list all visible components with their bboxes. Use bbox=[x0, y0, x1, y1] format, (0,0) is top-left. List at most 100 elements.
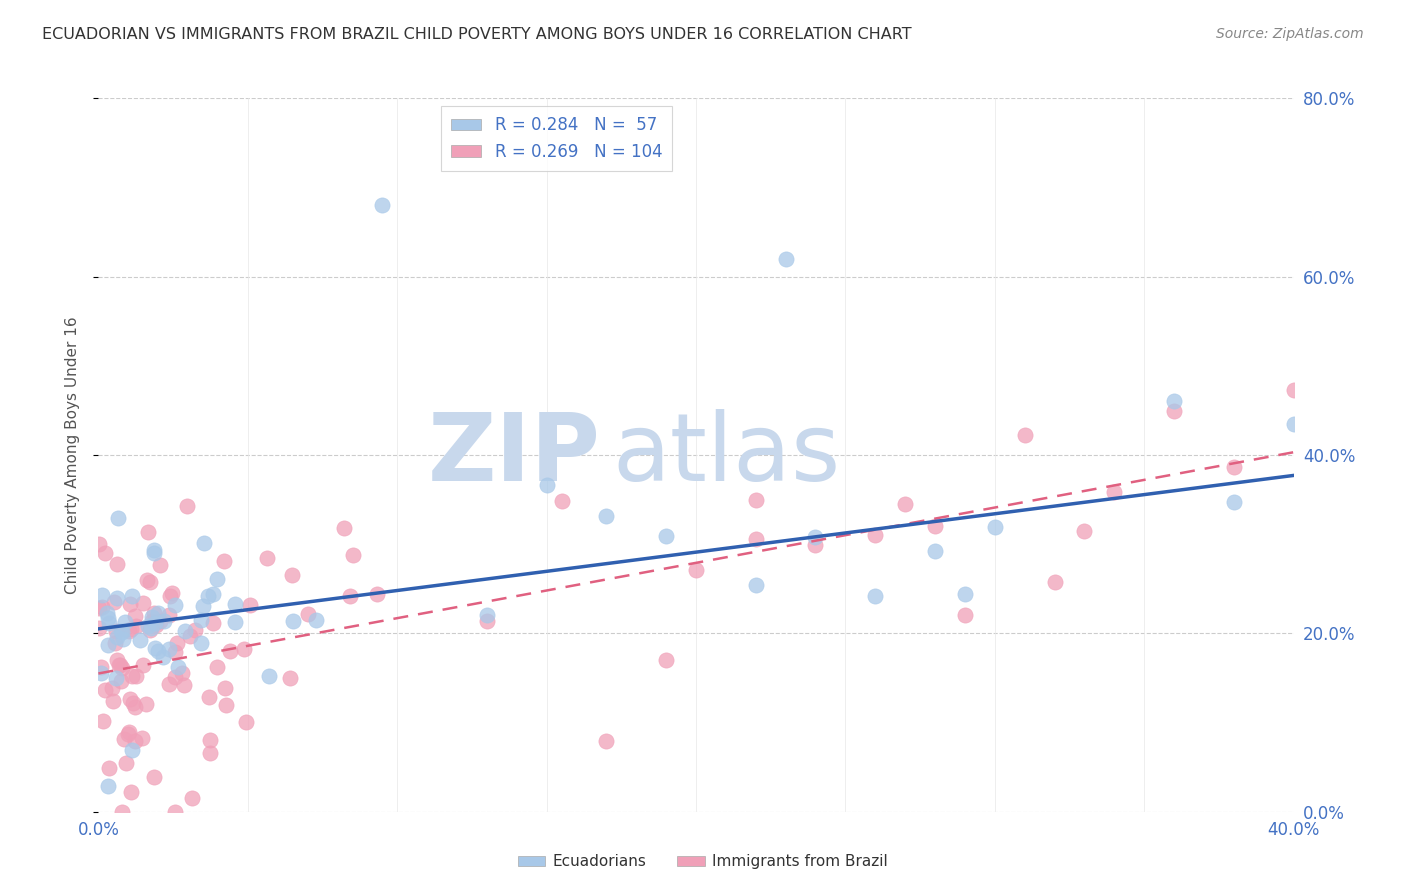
Point bbox=[281, 615, 304, 629]
Point bbox=[93, 682, 115, 697]
Point bbox=[173, 678, 195, 692]
Point bbox=[233, 642, 256, 657]
Point bbox=[146, 644, 169, 658]
Point bbox=[193, 536, 215, 550]
Point bbox=[745, 578, 768, 592]
Point bbox=[1073, 524, 1095, 538]
Point bbox=[259, 669, 281, 683]
Point bbox=[198, 690, 221, 705]
Point bbox=[121, 589, 143, 603]
Point bbox=[163, 599, 186, 613]
Point bbox=[1223, 460, 1246, 475]
Point bbox=[105, 557, 128, 571]
Point bbox=[342, 549, 364, 563]
Point bbox=[114, 756, 136, 771]
Point bbox=[536, 478, 558, 492]
Point bbox=[157, 676, 180, 690]
Point bbox=[117, 727, 139, 741]
Point bbox=[91, 588, 114, 602]
Point bbox=[157, 642, 180, 657]
Point bbox=[595, 508, 617, 523]
Point bbox=[190, 613, 212, 627]
Point bbox=[953, 608, 976, 623]
Point bbox=[90, 660, 112, 674]
Point bbox=[179, 629, 201, 643]
Point bbox=[1014, 428, 1036, 442]
Point bbox=[163, 670, 186, 684]
Point bbox=[105, 653, 128, 667]
Point bbox=[190, 635, 212, 649]
Text: ECUADORIAN VS IMMIGRANTS FROM BRAZIL CHILD POVERTY AMONG BOYS UNDER 16 CORRELATI: ECUADORIAN VS IMMIGRANTS FROM BRAZIL CHI… bbox=[42, 27, 912, 42]
Point bbox=[1104, 484, 1126, 499]
Point bbox=[97, 611, 120, 625]
Point bbox=[143, 770, 166, 784]
Point bbox=[96, 606, 118, 620]
Point bbox=[278, 671, 301, 685]
Point bbox=[108, 657, 131, 672]
Point bbox=[136, 524, 159, 539]
Point bbox=[655, 653, 678, 667]
Point bbox=[145, 617, 167, 632]
Point bbox=[139, 623, 162, 637]
Point bbox=[111, 661, 134, 675]
Point bbox=[153, 614, 176, 628]
Point bbox=[1282, 417, 1305, 432]
Point bbox=[135, 697, 157, 711]
Point bbox=[124, 734, 146, 748]
Point bbox=[105, 671, 128, 685]
Point bbox=[339, 589, 361, 603]
Point bbox=[235, 714, 257, 729]
Point bbox=[333, 521, 356, 535]
Point bbox=[114, 615, 136, 629]
Point bbox=[101, 694, 124, 708]
Point bbox=[1282, 384, 1305, 398]
Point bbox=[215, 698, 238, 712]
Point bbox=[111, 632, 134, 646]
Point bbox=[281, 568, 304, 582]
Point bbox=[865, 590, 887, 604]
Point bbox=[103, 595, 125, 609]
Point bbox=[239, 598, 262, 612]
Point bbox=[124, 699, 146, 714]
Point bbox=[550, 493, 572, 508]
Point bbox=[165, 645, 187, 659]
Point bbox=[98, 762, 121, 776]
Point bbox=[1163, 394, 1185, 409]
Point bbox=[176, 500, 198, 514]
Point bbox=[745, 532, 768, 546]
Point bbox=[118, 725, 141, 739]
Point bbox=[256, 550, 278, 565]
Point bbox=[160, 586, 183, 600]
Point bbox=[371, 198, 394, 212]
Point bbox=[110, 673, 132, 688]
Point bbox=[305, 613, 328, 627]
Point bbox=[111, 805, 134, 819]
Point bbox=[1223, 495, 1246, 509]
Point bbox=[924, 544, 946, 558]
Point bbox=[110, 624, 132, 638]
Point bbox=[157, 607, 180, 622]
Point bbox=[97, 616, 120, 631]
Point bbox=[124, 619, 146, 633]
Point bbox=[183, 623, 205, 637]
Point bbox=[202, 587, 225, 601]
Point bbox=[121, 669, 143, 683]
Point bbox=[214, 681, 236, 696]
Point bbox=[87, 600, 110, 615]
Point bbox=[685, 563, 707, 577]
Point bbox=[167, 659, 190, 673]
Point bbox=[894, 497, 917, 511]
Y-axis label: Child Poverty Among Boys Under 16: Child Poverty Among Boys Under 16 bbox=[65, 316, 80, 594]
Point bbox=[201, 615, 224, 630]
Point bbox=[297, 607, 319, 622]
Point bbox=[152, 650, 174, 665]
Point bbox=[198, 747, 221, 761]
Text: Source: ZipAtlas.com: Source: ZipAtlas.com bbox=[1216, 27, 1364, 41]
Point bbox=[110, 625, 132, 640]
Point bbox=[804, 538, 827, 552]
Text: ZIP: ZIP bbox=[427, 409, 600, 501]
Point bbox=[166, 635, 188, 649]
Point bbox=[655, 529, 678, 543]
Legend: R = 0.284   N =  57, R = 0.269   N = 104: R = 0.284 N = 57, R = 0.269 N = 104 bbox=[441, 106, 672, 170]
Point bbox=[142, 543, 165, 558]
